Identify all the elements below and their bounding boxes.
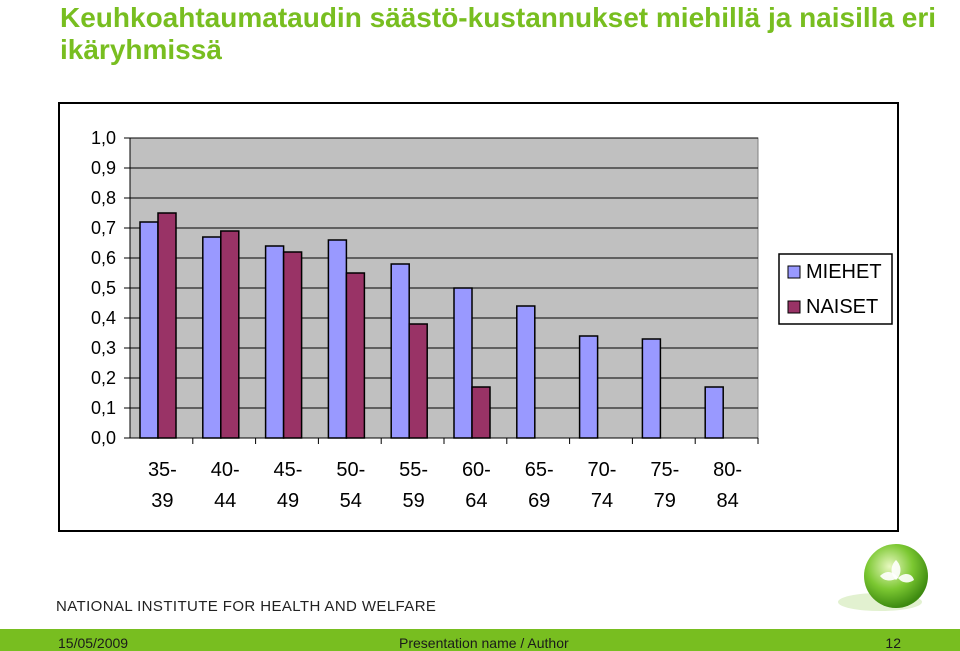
x-tick-label: 59	[402, 490, 424, 512]
x-tick-label: 40-	[211, 459, 240, 481]
x-tick-label: 35-	[148, 459, 177, 481]
x-tick-label: 49	[277, 490, 299, 512]
bar-naiset-4	[408, 323, 428, 439]
bar-naiset-3	[345, 272, 366, 439]
legend-swatch-naiset	[787, 300, 801, 314]
y-tick-label: 0,2	[91, 368, 116, 388]
legend-label-naiset: NAISET	[806, 296, 878, 318]
chart-frame: 0,0 0,1 0,2 0,3 0,4 0,5 0,6 0,7 0,8 0,9 1,0 35- 39 40…	[58, 102, 899, 532]
bar-naiset-0	[157, 212, 177, 439]
footer-bar: 15/05/2009 Presentation name / Author 12	[0, 629, 960, 651]
bar-miehet-0	[139, 221, 159, 439]
bar-naiset-5	[471, 386, 491, 439]
y-tick-label: 0,1	[91, 398, 116, 418]
x-tick-label: 50-	[336, 459, 365, 481]
legend-label-miehet: MIEHET	[806, 261, 882, 283]
x-tick-label: 60-	[462, 459, 491, 481]
slide-title: Keuhkoahtaumataudin säästö-kustannukset …	[60, 2, 937, 65]
bar-miehet-3	[327, 239, 348, 439]
institute-name: NATIONAL INSTITUTE FOR HEALTH AND WELFAR…	[56, 598, 437, 615]
x-tick-label: 64	[465, 490, 487, 512]
y-tick-label: 0,3	[91, 338, 116, 358]
bar-miehet-7	[578, 335, 599, 439]
y-tick-label: 0,5	[91, 278, 116, 298]
footer-presentation-name: Presentation name / Author	[399, 635, 569, 651]
bar-chart: 0,0 0,1 0,2 0,3 0,4 0,5 0,6 0,7 0,8 0,9 1,0 35- 39 40…	[91, 128, 893, 512]
bar-miehet-9	[704, 386, 724, 439]
x-tick-label: 69	[528, 490, 550, 512]
x-tick-label: 75-	[650, 459, 679, 481]
y-tick-label: 0,8	[91, 188, 116, 208]
bar-naiset-2	[282, 251, 303, 439]
x-tick-label: 39	[151, 490, 173, 512]
legend-swatch-miehet	[787, 265, 801, 279]
x-tick-label: 84	[716, 490, 738, 512]
y-tick-label: 1,0	[91, 128, 116, 148]
y-tick-label: 0,9	[91, 158, 116, 178]
bar-miehet-2	[264, 245, 285, 439]
bar-naiset-1	[220, 230, 240, 439]
y-tick-label: 0,0	[91, 428, 116, 448]
x-tick-label: 80-	[713, 459, 742, 481]
footer-page-number: 12	[885, 635, 901, 651]
bar-miehet-1	[202, 236, 222, 439]
y-tick-label: 0,6	[91, 248, 116, 268]
bar-miehet-5	[453, 287, 473, 439]
bar-miehet-8	[641, 338, 662, 439]
footer-date: 15/05/2009	[58, 635, 129, 651]
x-tick-label: 55-	[399, 459, 428, 481]
x-tick-label: 65-	[525, 459, 554, 481]
leaf-globe-logo-icon	[838, 544, 928, 611]
y-tick-label: 0,7	[91, 218, 116, 238]
bar-miehet-6	[516, 305, 536, 439]
x-tick-label: 74	[591, 490, 613, 512]
x-tick-label: 44	[214, 490, 236, 512]
y-tick-label: 0,4	[91, 308, 116, 328]
x-tick-label: 45-	[274, 459, 303, 481]
x-tick-label: 79	[654, 490, 676, 512]
x-tick-label: 70-	[588, 459, 617, 481]
bar-miehet-4	[390, 263, 410, 439]
x-tick-label: 54	[340, 490, 362, 512]
